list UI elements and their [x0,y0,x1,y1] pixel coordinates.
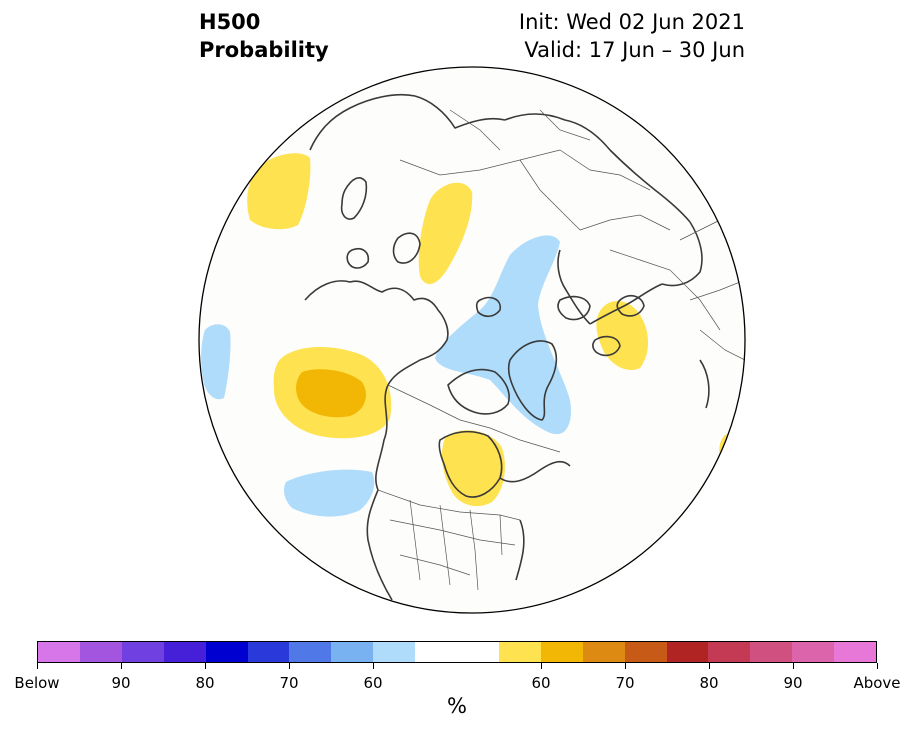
polar-map [198,66,746,614]
colorbar-unit: % [447,694,467,718]
colorbar-tick-label: 80 [195,674,215,692]
colorbar-tick [36,663,38,669]
colorbar-segment [289,642,332,662]
colorbar-tick [708,663,710,669]
siberia-anomaly [418,182,473,285]
colorbar-segment [582,642,625,662]
hudson-bay-anomaly [441,430,505,507]
colorbar-segment [624,642,667,662]
colorbar-segment [79,642,122,662]
colorbar-segment [373,642,416,662]
colorbar-tick-label: 90 [783,674,803,692]
colorbar-segment [331,642,374,662]
chart-title: H500 Probability [199,8,329,64]
colorbar-ticks [36,663,878,671]
colorbar-segment [498,642,541,662]
colorbar-tick-label: 80 [699,674,719,692]
west-pacific-anomaly [247,153,311,230]
colorbar-tick-label: 90 [111,674,131,692]
colorbar-tick [624,663,626,669]
colorbar-tick-label: 60 [363,674,383,692]
north-pacific-anomaly-core [296,369,366,418]
colorbar-segment [38,642,80,662]
barents-anomaly [596,301,649,371]
colorbar-segment [247,642,290,662]
colorbar-tick [540,663,542,669]
colorbar-segment [666,642,709,662]
colorbar-segment [415,642,499,662]
colorbar [37,641,877,663]
colorbar-tick [876,663,878,669]
colorbar-tick-label: 60 [531,674,551,692]
greenland-anomaly [435,235,571,435]
colorbar-segment [750,642,793,662]
pacific-edge-anomaly [201,324,231,400]
colorbar-tick-label: Below [14,674,60,692]
colorbar-segment [834,642,877,662]
valid-range: Valid: 17 Jun – 30 Jun [524,38,745,62]
coastlines [304,93,710,601]
northwest-us-anomaly [284,469,375,517]
title-line-1: H500 [199,10,261,34]
borders [377,109,745,591]
colorbar-tick [204,663,206,669]
colorbar-tick [288,663,290,669]
colorbar-segment [792,642,835,662]
forecast-dates: Init: Wed 02 Jun 2021 Valid: 17 Jun – 30… [519,8,745,64]
colorbar-tick-label: 70 [279,674,299,692]
colorbar-segment [163,642,206,662]
colorbar-segment [540,642,583,662]
colorbar-segment [708,642,751,662]
title-line-2: Probability [199,38,329,62]
colorbar-tick [792,663,794,669]
colorbar-tick-label: 70 [615,674,635,692]
colorbar-tick-label: Above [853,674,901,692]
colorbar-tick [120,663,122,669]
colorbar-tick [372,663,374,669]
colorbar-segment [121,642,164,662]
init-date: Init: Wed 02 Jun 2021 [518,10,745,34]
colorbar-segment [205,642,248,662]
globe-outline [198,66,746,614]
